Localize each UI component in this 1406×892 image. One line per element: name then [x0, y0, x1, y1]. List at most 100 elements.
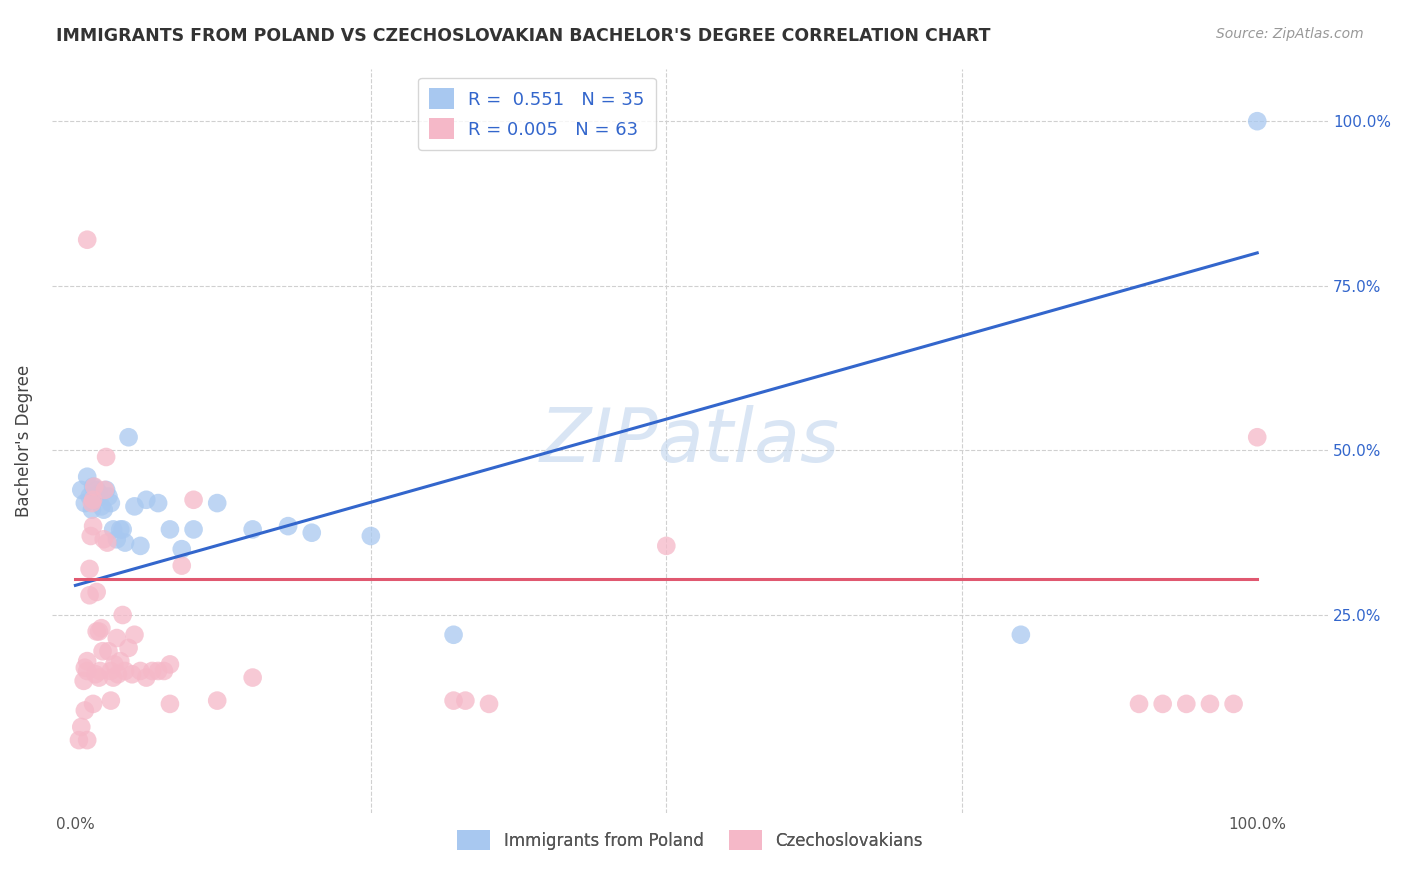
Point: [100, 496, 122, 510]
Point: [73, 496, 96, 510]
Point: [76, 664, 98, 678]
Point: [90, 500, 112, 514]
Point: [80, 496, 103, 510]
Point: [277, 519, 299, 533]
Point: [80, 502, 103, 516]
Text: IMMIGRANTS FROM POLAND VS CZECHOSLOVAKIAN BACHELOR'S DEGREE CORRELATION CHART: IMMIGRANTS FROM POLAND VS CZECHOSLOVAKIA…: [56, 27, 991, 45]
Y-axis label: Bachelor's Degree: Bachelor's Degree: [15, 365, 32, 516]
Point: [107, 667, 129, 681]
Point: [170, 542, 193, 557]
Point: [1152, 697, 1174, 711]
Point: [146, 496, 169, 510]
Point: [1128, 697, 1150, 711]
Point: [111, 523, 134, 537]
Point: [105, 533, 128, 547]
Point: [96, 535, 118, 549]
Point: [86, 483, 108, 497]
Point: [110, 523, 132, 537]
Point: [103, 523, 125, 537]
Point: [360, 529, 382, 543]
Point: [94, 483, 117, 497]
Point: [79, 562, 101, 576]
Text: Source: ZipAtlas.com: Source: ZipAtlas.com: [1216, 27, 1364, 41]
Point: [79, 490, 101, 504]
Point: [478, 697, 501, 711]
Point: [73, 661, 96, 675]
Point: [141, 664, 163, 678]
Point: [135, 492, 157, 507]
Point: [94, 450, 117, 464]
Point: [86, 624, 108, 639]
Point: [94, 483, 117, 497]
Point: [97, 490, 120, 504]
Legend: Immigrants from Poland, Czechoslovakians: Immigrants from Poland, Czechoslovakians: [450, 823, 929, 856]
Point: [205, 693, 228, 707]
Point: [135, 671, 157, 685]
Point: [86, 585, 108, 599]
Point: [93, 533, 115, 547]
Point: [129, 664, 152, 678]
Point: [1246, 430, 1268, 444]
Point: [76, 469, 98, 483]
Point: [103, 657, 125, 672]
Point: [1222, 697, 1244, 711]
Point: [90, 621, 112, 635]
Text: ZIPatlas: ZIPatlas: [540, 405, 839, 476]
Point: [83, 492, 105, 507]
Point: [82, 492, 104, 507]
Point: [183, 492, 205, 507]
Point: [443, 628, 465, 642]
Point: [124, 628, 146, 642]
Point: [153, 664, 176, 678]
Point: [89, 664, 111, 678]
Point: [443, 693, 465, 707]
Point: [655, 539, 678, 553]
Point: [111, 607, 134, 622]
Point: [103, 671, 125, 685]
Point: [76, 233, 98, 247]
Point: [97, 644, 120, 658]
Point: [146, 664, 169, 678]
Point: [73, 673, 96, 688]
Point: [82, 519, 104, 533]
Point: [205, 496, 228, 510]
Point: [76, 654, 98, 668]
Point: [84, 667, 107, 681]
Point: [100, 693, 122, 707]
Point: [454, 693, 477, 707]
Point: [87, 624, 110, 639]
Point: [242, 671, 264, 685]
Point: [129, 539, 152, 553]
Point: [117, 640, 139, 655]
Point: [83, 480, 105, 494]
Point: [100, 664, 122, 678]
Point: [124, 500, 146, 514]
Point: [183, 523, 205, 537]
Point: [117, 430, 139, 444]
Point: [82, 697, 104, 711]
Point: [79, 588, 101, 602]
Point: [121, 667, 143, 681]
Point: [1010, 628, 1032, 642]
Point: [70, 720, 93, 734]
Point: [87, 671, 110, 685]
Point: [87, 486, 110, 500]
Point: [1246, 114, 1268, 128]
Point: [76, 733, 98, 747]
Point: [93, 502, 115, 516]
Point: [159, 523, 181, 537]
Point: [301, 525, 323, 540]
Point: [1175, 697, 1198, 711]
Point: [114, 535, 136, 549]
Point: [159, 657, 181, 672]
Point: [114, 664, 136, 678]
Point: [67, 733, 90, 747]
Point: [159, 697, 181, 711]
Point: [80, 529, 103, 543]
Point: [242, 523, 264, 537]
Point: [73, 704, 96, 718]
Point: [82, 480, 104, 494]
Point: [1199, 697, 1222, 711]
Point: [110, 654, 132, 668]
Point: [170, 558, 193, 573]
